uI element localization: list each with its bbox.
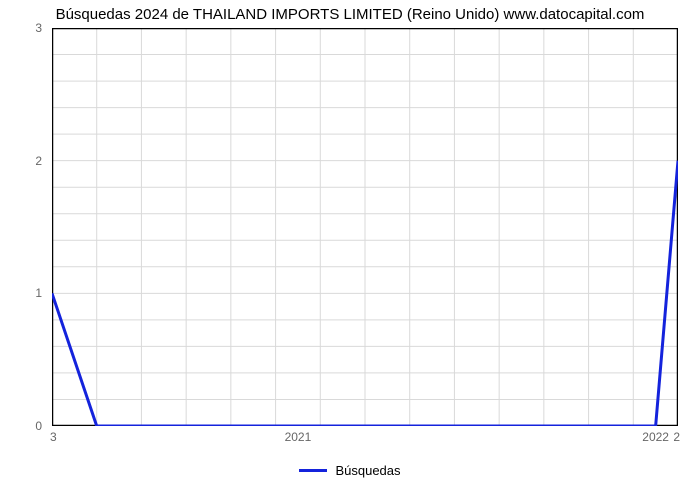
legend-swatch xyxy=(299,469,327,472)
chart-title: Búsquedas 2024 de THAILAND IMPORTS LIMIT… xyxy=(0,6,700,23)
legend: Búsquedas xyxy=(0,462,700,478)
y-tick-label: 2 xyxy=(35,154,52,168)
y-tick-label: 3 xyxy=(35,21,52,35)
x-extra-right: 2 xyxy=(673,426,680,444)
x-tick-label: 2022 xyxy=(642,426,669,444)
x-tick-label: 2021 xyxy=(285,426,312,444)
chart-svg xyxy=(52,28,678,426)
plot-area: 01232021202232 xyxy=(52,28,678,426)
y-tick-label: 1 xyxy=(35,286,52,300)
legend-label: Búsquedas xyxy=(335,463,400,478)
x-extra-left: 3 xyxy=(50,426,57,444)
